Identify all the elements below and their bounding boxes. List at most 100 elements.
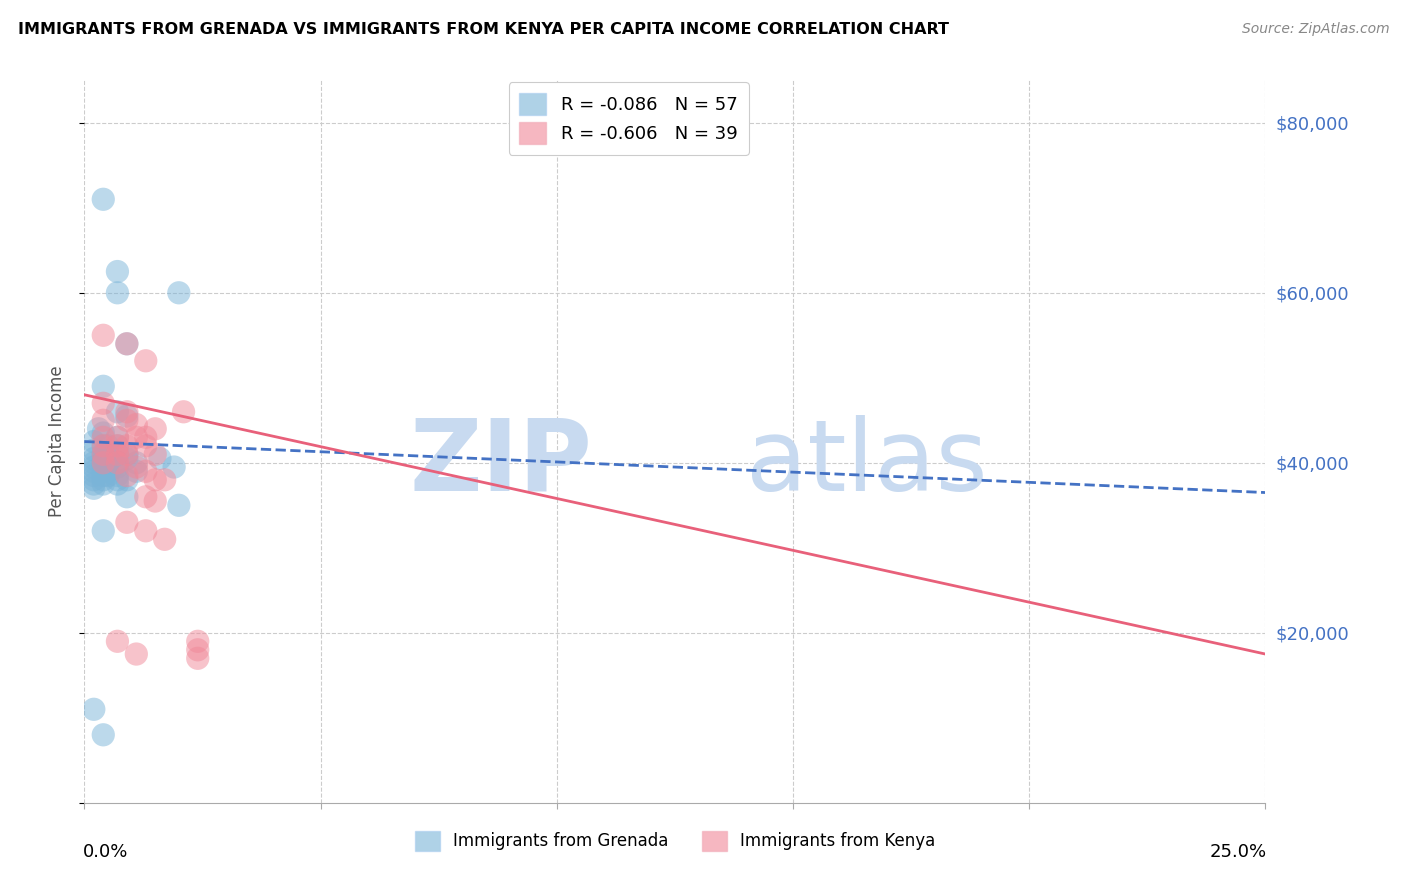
- Point: [91, 439, 114, 453]
- Point: [91, 468, 114, 483]
- Point: [107, 460, 129, 475]
- Point: [135, 430, 157, 444]
- Point: [91, 456, 114, 470]
- Text: IMMIGRANTS FROM GRENADA VS IMMIGRANTS FROM KENYA PER CAPITA INCOME CORRELATION C: IMMIGRANTS FROM GRENADA VS IMMIGRANTS FR…: [18, 22, 949, 37]
- Point: [125, 456, 148, 470]
- Point: [83, 460, 105, 475]
- Point: [107, 430, 129, 444]
- Point: [107, 456, 129, 470]
- Point: [163, 460, 186, 475]
- Point: [107, 439, 129, 453]
- Point: [91, 413, 114, 427]
- Point: [91, 425, 114, 440]
- Text: Source: ZipAtlas.com: Source: ZipAtlas.com: [1241, 22, 1389, 37]
- Point: [115, 336, 138, 351]
- Point: [125, 464, 148, 478]
- Point: [97, 456, 120, 470]
- Point: [97, 447, 120, 461]
- Point: [83, 468, 105, 483]
- Point: [107, 473, 129, 487]
- Point: [91, 439, 114, 453]
- Point: [115, 447, 138, 461]
- Point: [83, 702, 105, 716]
- Point: [97, 464, 120, 478]
- Point: [107, 264, 129, 278]
- Point: [107, 405, 129, 419]
- Point: [91, 328, 114, 343]
- Point: [153, 533, 176, 547]
- Point: [167, 498, 190, 512]
- Point: [115, 516, 138, 530]
- Point: [135, 464, 157, 478]
- Point: [91, 464, 114, 478]
- Point: [97, 460, 120, 475]
- Point: [107, 456, 129, 470]
- Point: [91, 473, 114, 487]
- Point: [125, 647, 148, 661]
- Point: [187, 651, 209, 665]
- Point: [83, 481, 105, 495]
- Point: [187, 642, 209, 657]
- Point: [97, 439, 120, 453]
- Point: [91, 379, 114, 393]
- Point: [125, 460, 148, 475]
- Point: [115, 413, 138, 427]
- Text: 0.0%: 0.0%: [83, 843, 128, 861]
- Point: [143, 447, 166, 461]
- Point: [135, 353, 157, 368]
- Point: [83, 473, 105, 487]
- Point: [167, 285, 190, 300]
- Point: [107, 477, 129, 491]
- Point: [125, 417, 148, 432]
- Point: [91, 477, 114, 491]
- Point: [91, 460, 114, 475]
- Point: [91, 447, 114, 461]
- Point: [91, 430, 114, 444]
- Point: [143, 473, 166, 487]
- Text: 25.0%: 25.0%: [1209, 843, 1267, 861]
- Point: [125, 430, 148, 444]
- Point: [91, 451, 114, 466]
- Point: [107, 447, 129, 461]
- Point: [91, 524, 114, 538]
- Point: [115, 409, 138, 423]
- Point: [91, 456, 114, 470]
- Point: [91, 447, 114, 461]
- Legend: Immigrants from Grenada, Immigrants from Kenya: Immigrants from Grenada, Immigrants from…: [406, 822, 943, 860]
- Point: [91, 728, 114, 742]
- Point: [107, 634, 129, 648]
- Point: [83, 456, 105, 470]
- Y-axis label: Per Capita Income: Per Capita Income: [48, 366, 66, 517]
- Point: [83, 477, 105, 491]
- Point: [107, 285, 129, 300]
- Point: [107, 468, 129, 483]
- Point: [149, 451, 172, 466]
- Point: [135, 524, 157, 538]
- Point: [107, 447, 129, 461]
- Point: [115, 468, 138, 483]
- Point: [115, 405, 138, 419]
- Point: [83, 443, 105, 458]
- Point: [153, 473, 176, 487]
- Point: [115, 473, 138, 487]
- Point: [87, 422, 110, 436]
- Point: [83, 464, 105, 478]
- Point: [97, 468, 120, 483]
- Point: [115, 490, 138, 504]
- Point: [187, 634, 209, 648]
- Point: [83, 434, 105, 449]
- Point: [107, 439, 129, 453]
- Point: [135, 439, 157, 453]
- Point: [115, 451, 138, 466]
- Point: [107, 430, 129, 444]
- Point: [173, 405, 195, 419]
- Point: [83, 451, 105, 466]
- Point: [135, 490, 157, 504]
- Text: atlas: atlas: [745, 415, 987, 512]
- Point: [91, 396, 114, 410]
- Point: [143, 422, 166, 436]
- Point: [91, 192, 114, 206]
- Text: ZIP: ZIP: [409, 415, 592, 512]
- Point: [143, 494, 166, 508]
- Point: [115, 439, 138, 453]
